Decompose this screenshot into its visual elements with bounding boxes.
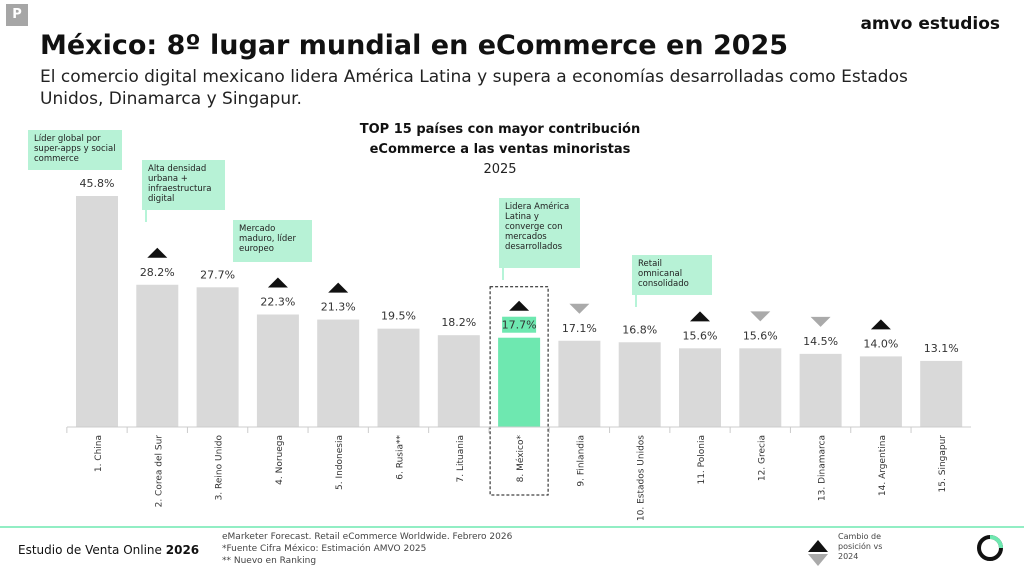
value-label-bg (502, 316, 537, 333)
note: ** Nuevo en Ranking (222, 556, 317, 566)
legend-text: Cambio de posición vs 2024 (838, 532, 883, 561)
footer-year: 2026 (165, 543, 200, 557)
bar (679, 348, 721, 427)
rank-down (569, 303, 590, 314)
value-label: 17.7% (502, 319, 537, 332)
bar (196, 287, 239, 427)
annotation: Líder global por super-apps y social com… (28, 130, 122, 170)
x-tick-label: 15. Singapur (938, 435, 948, 493)
annotation: Mercado maduro, líder europeo (233, 220, 312, 262)
x-tick-label: 6. Rusia** (396, 435, 406, 480)
value-label: 28.2% (140, 266, 175, 279)
x-tick-label: 8. México* (515, 435, 526, 483)
rank-up (690, 311, 710, 322)
bar (76, 196, 118, 427)
bar (859, 356, 902, 427)
x-tick-label: 7. Lituania (456, 435, 466, 482)
highlight-frame (489, 286, 549, 496)
x-tick-label: 13. Dinamarca (818, 435, 828, 501)
bar (256, 314, 299, 427)
value-label: 22.3% (260, 296, 295, 309)
value-label: 15.6% (683, 329, 718, 342)
bar (920, 360, 963, 427)
value-label: 19.5% (381, 310, 416, 323)
annotation: Lidera América Latina y converge con mer… (499, 198, 580, 268)
logo-accent (989, 535, 1003, 549)
title: México: 8º lugar mundial en eCommerce en… (40, 30, 789, 61)
x-tick-label: 3. Reino Unido (215, 435, 225, 501)
rank-up (147, 247, 168, 258)
x-tick-label: 10. Estados Unidos (637, 435, 647, 521)
annotation: Retail omnicanal consolidado (632, 255, 712, 295)
footer-study-text: Estudio de Venta Online (18, 543, 162, 557)
chart-subtitle: 2025 (483, 162, 517, 177)
rank-up (267, 277, 288, 288)
x-tick-label: 12. Grecia (757, 435, 767, 481)
annotation: Alta densidad urbana + infraestructura d… (142, 160, 225, 210)
bar (437, 335, 480, 427)
bar (377, 328, 420, 427)
rank-up (509, 300, 530, 311)
rank-down (750, 311, 771, 322)
footer-notes: eMarketer Forecast. Retail eCommerce Wor… (222, 531, 512, 567)
rank-down (810, 316, 831, 327)
value-label: 18.2% (441, 316, 476, 329)
note: eMarketer Forecast. Retail eCommerce Wor… (222, 532, 513, 542)
x-tick-label: 4. Noruega (275, 435, 285, 485)
footer-study: Estudio de Venta Online 2026 (18, 543, 199, 557)
bar (558, 340, 601, 427)
value-label: 14.0% (863, 337, 898, 350)
rank-up (870, 319, 891, 330)
x-tick-label: 11. Polonia (697, 435, 707, 485)
value-label: 14.5% (803, 335, 838, 348)
bar (799, 353, 842, 427)
value-label: 17.1% (562, 322, 597, 335)
bar (498, 337, 541, 427)
value-label: 27.7% (200, 268, 235, 281)
bar (739, 348, 782, 427)
x-tick-label: 14. Argentina (878, 435, 888, 496)
legend-up (808, 540, 828, 552)
bar (136, 284, 179, 427)
value-label: 15.6% (743, 329, 778, 342)
value-label: 16.8% (622, 323, 657, 336)
badge: P (6, 4, 28, 26)
value-label: 21.3% (321, 301, 356, 314)
x-tick-label: 5. Indonesia (335, 435, 345, 490)
value-label: 45.8% (80, 177, 115, 190)
subtitle: El comercio digital mexicano lidera Amér… (40, 67, 908, 109)
bar (618, 342, 661, 427)
value-label: 13.1% (924, 342, 959, 355)
rank-up (328, 282, 349, 293)
logo: amvo estudios (860, 14, 1000, 34)
x-tick-label: 1. China (94, 435, 104, 472)
x-tick-label: 2. Corea del Sur (154, 435, 164, 508)
x-tick-label: 9. Finlandia (576, 435, 586, 487)
chart-title: TOP 15 países con mayor contribución eCo… (359, 122, 641, 157)
legend-down (808, 554, 828, 566)
bar (317, 319, 360, 427)
note: *Fuente Cifra México: Estimación AMVO 20… (222, 544, 427, 554)
